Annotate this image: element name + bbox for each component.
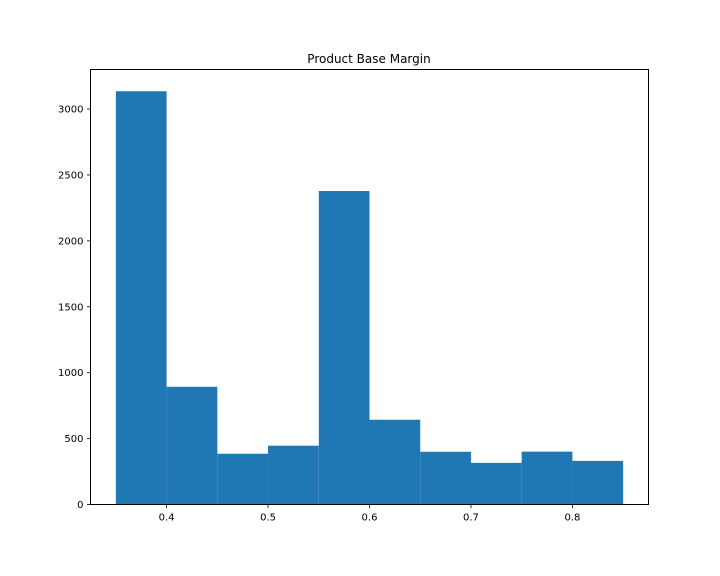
histogram-bar [572,460,624,505]
histogram-bar [470,462,522,505]
histogram-bar [217,453,269,505]
y-tick-label: 3000 [58,105,83,116]
histogram-bar [369,419,421,505]
x-tick-label: 0.8 [564,513,580,524]
axes-frame [90,69,649,505]
x-tick-label: 0.6 [362,513,378,524]
y-tick-label: 2000 [58,236,83,247]
y-tick-label: 500 [64,434,83,445]
x-axis: 0.4 0.5 0.6 0.7 0.8 [159,504,580,524]
y-tick-label: 1000 [58,368,83,379]
histogram-bar [420,451,471,505]
histogram-bar [521,451,573,505]
y-tick-label: 1500 [58,302,83,313]
histogram-bar [115,91,167,505]
histogram-bar [318,191,370,505]
y-tick-label: 2500 [58,170,83,181]
bars-group [115,91,624,505]
histogram-bar [268,445,319,505]
chart-title: Product Base Margin [307,52,430,66]
histogram-bar [166,386,218,505]
y-axis: 0 500 1000 1500 2000 2500 3000 [58,105,91,511]
y-tick-label: 0 [77,500,83,511]
x-tick-label: 0.4 [159,513,175,524]
x-tick-label: 0.5 [260,513,276,524]
x-tick-label: 0.7 [463,513,479,524]
